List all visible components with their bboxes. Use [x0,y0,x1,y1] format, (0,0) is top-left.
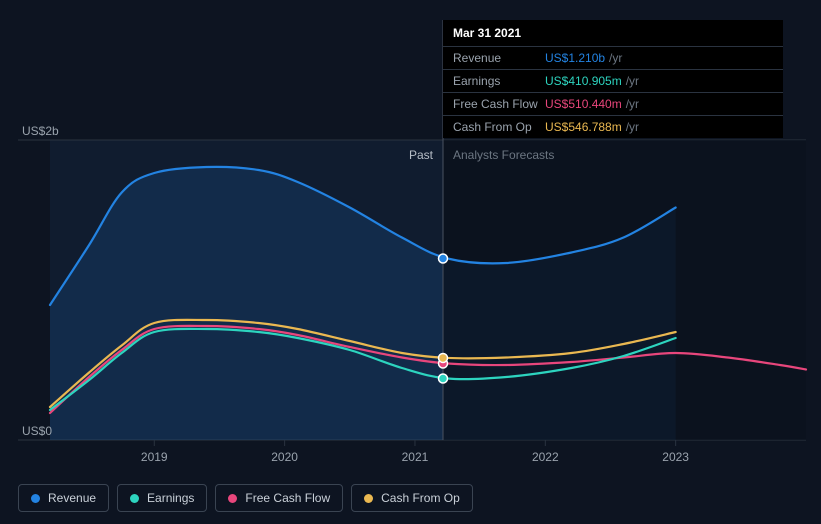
legend-cfo[interactable]: Cash From Op [351,484,473,512]
tooltip-date: Mar 31 2021 [443,20,783,46]
tooltip-row: Free Cash FlowUS$510.440m/yr [443,92,783,115]
legend-label: Revenue [48,491,96,505]
legend-revenue[interactable]: Revenue [18,484,109,512]
past-label: Past [409,148,433,162]
x-axis-label: 2022 [532,450,559,464]
legend-label: Free Cash Flow [245,491,330,505]
hover-tooltip: Mar 31 2021 RevenueUS$1.210b/yrEarningsU… [443,20,783,138]
x-axis-label: 2021 [402,450,429,464]
financials-chart: Mar 31 2021 RevenueUS$1.210b/yrEarningsU… [0,0,821,524]
tooltip-metric-unit: /yr [626,74,639,88]
legend-label: Cash From Op [381,491,460,505]
legend-label: Earnings [147,491,194,505]
tooltip-metric-value: US$1.210b [545,51,605,65]
y-axis-label: US$2b [22,124,59,138]
tooltip-metric-unit: /yr [609,51,622,65]
x-axis-label: 2019 [141,450,168,464]
tooltip-metric-value: US$546.788m [545,120,622,134]
legend: Revenue Earnings Free Cash Flow Cash From O… [18,484,473,512]
legend-earnings[interactable]: Earnings [117,484,207,512]
tooltip-row: EarningsUS$410.905m/yr [443,69,783,92]
y-axis-label: US$0 [22,424,52,438]
legend-dot-icon [228,494,237,503]
legend-dot-icon [31,494,40,503]
tooltip-metric-unit: /yr [626,97,639,111]
x-axis-label: 2020 [271,450,298,464]
tooltip-metric-label: Earnings [453,74,545,88]
legend-fcf[interactable]: Free Cash Flow [215,484,343,512]
tooltip-metric-label: Cash From Op [453,120,545,134]
tooltip-row: RevenueUS$1.210b/yr [443,46,783,69]
tooltip-metric-value: US$410.905m [545,74,622,88]
legend-dot-icon [130,494,139,503]
x-axis-label: 2023 [662,450,689,464]
tooltip-metric-label: Free Cash Flow [453,97,545,111]
legend-dot-icon [364,494,373,503]
tooltip-metric-label: Revenue [453,51,545,65]
tooltip-metric-value: US$510.440m [545,97,622,111]
tooltip-row: Cash From OpUS$546.788m/yr [443,115,783,138]
forecast-label: Analysts Forecasts [453,148,554,162]
tooltip-metric-unit: /yr [626,120,639,134]
